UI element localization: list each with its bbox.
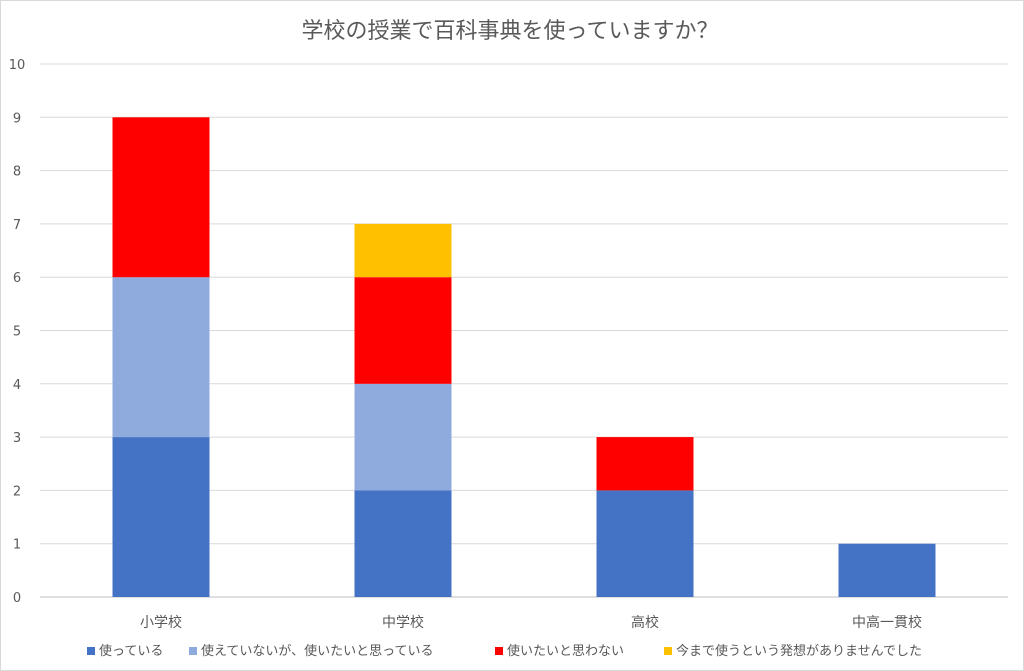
bar-segment bbox=[354, 277, 452, 384]
y-tick-label: 3 bbox=[13, 431, 21, 446]
legend-swatch bbox=[87, 647, 95, 655]
bars bbox=[112, 117, 936, 597]
legend-label: 使っている bbox=[99, 643, 163, 659]
bar-segment bbox=[112, 437, 210, 597]
y-tick-label: 8 bbox=[13, 165, 21, 180]
y-tick-label: 7 bbox=[13, 218, 21, 233]
legend: 使っている 使えていないが、使いたいと思っている 使いたいと思わない 今まで使うという… bbox=[87, 643, 922, 659]
x-axis-categories: 小学校 中学校 高校 中高一貫校 bbox=[140, 614, 922, 631]
legend-label: 今まで使うという発想がありませんでした bbox=[676, 643, 922, 659]
legend-label: 使いたいと思わない bbox=[507, 643, 624, 659]
y-tick-label: 5 bbox=[13, 325, 21, 340]
legend-swatch bbox=[664, 647, 672, 655]
legend-item: 使えていないが、使いたいと思っている bbox=[189, 643, 433, 659]
y-tick-label: 4 bbox=[13, 378, 21, 393]
y-tick-label: 10 bbox=[9, 58, 26, 73]
bar-segment bbox=[112, 277, 210, 438]
y-tick-label: 2 bbox=[13, 484, 21, 499]
bar-segment bbox=[596, 437, 694, 491]
legend-item: 使いたいと思わない bbox=[495, 643, 624, 659]
y-tick-label: 9 bbox=[13, 111, 21, 126]
legend-swatch bbox=[189, 647, 197, 655]
y-tick-label: 6 bbox=[13, 271, 21, 286]
legend-item: 今まで使うという発想がありませんでした bbox=[664, 643, 922, 659]
x-category-label: 高校 bbox=[631, 614, 659, 631]
bar-segment bbox=[354, 490, 452, 597]
chart-title: 学校の授業で百科事典を使っていますか？ bbox=[302, 19, 719, 44]
legend-label: 使えていないが、使いたいと思っている bbox=[201, 643, 433, 659]
x-category-label: 中学校 bbox=[382, 614, 424, 631]
x-category-label: 中高一貫校 bbox=[852, 614, 922, 631]
bar-segment bbox=[838, 543, 936, 597]
bar-segment bbox=[112, 117, 210, 278]
bar-segment bbox=[596, 490, 694, 597]
legend-item: 使っている bbox=[87, 643, 163, 659]
y-tick-label: 0 bbox=[13, 591, 21, 606]
bar-segment bbox=[354, 383, 452, 491]
y-tick-label: 1 bbox=[13, 538, 21, 553]
bar-segment bbox=[354, 223, 452, 278]
x-category-label: 小学校 bbox=[140, 614, 182, 631]
legend-swatch bbox=[495, 647, 503, 655]
y-axis-ticks: 0 1 2 3 4 5 6 7 8 9 10 bbox=[9, 58, 26, 606]
